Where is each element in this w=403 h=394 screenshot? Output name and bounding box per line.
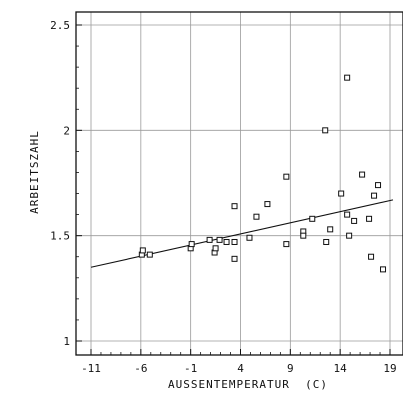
data-point — [338, 190, 345, 197]
grid-lines — [76, 12, 403, 355]
data-point — [346, 232, 353, 239]
data-point — [246, 234, 253, 241]
data-point — [327, 226, 334, 233]
x-tick-label: 9 — [287, 362, 294, 375]
data-point — [309, 215, 316, 222]
y-tick-label: 1.5 — [50, 230, 70, 243]
data-point — [231, 238, 238, 245]
data-point — [344, 211, 351, 218]
data-point — [283, 173, 290, 180]
tick-labels: -11 -6 -1 4 9 14 19 1 1.5 2 2.5 — [50, 19, 397, 375]
data-point — [380, 266, 387, 273]
data-point — [139, 247, 146, 254]
x-tick-label: 19 — [383, 362, 396, 375]
axis-ticks — [76, 24, 391, 355]
data-point — [366, 215, 373, 222]
data-point — [231, 203, 238, 210]
plot-frame — [75, 11, 403, 356]
y-tick-label: 2 — [63, 124, 70, 137]
data-point — [146, 251, 153, 258]
y-tick-label: 1 — [63, 335, 70, 348]
x-tick-label: -11 — [81, 362, 101, 375]
data-point — [300, 232, 307, 239]
data-point — [188, 241, 195, 248]
data-points — [138, 74, 387, 273]
data-point — [253, 213, 260, 220]
data-point — [359, 171, 366, 178]
data-point — [283, 241, 290, 248]
data-point — [368, 253, 375, 260]
data-point — [344, 74, 351, 81]
data-point — [264, 201, 271, 208]
data-point — [223, 238, 230, 245]
x-tick-label: 4 — [237, 362, 244, 375]
y-axis-title: ARBEITSZAHL — [28, 130, 41, 214]
data-point — [206, 236, 213, 243]
data-point — [375, 182, 382, 189]
data-point — [231, 255, 238, 262]
x-tick-label: -1 — [184, 362, 197, 375]
data-point — [216, 236, 223, 243]
data-point — [351, 217, 358, 224]
data-point — [323, 238, 330, 245]
data-point — [322, 127, 329, 134]
data-point — [371, 192, 378, 199]
data-point — [212, 245, 219, 252]
x-tick-label: 14 — [334, 362, 348, 375]
x-axis-title: AUSSENTEMPERATUR (C) — [168, 378, 328, 391]
y-tick-label: 2.5 — [50, 19, 70, 32]
x-tick-label: -6 — [134, 362, 147, 375]
